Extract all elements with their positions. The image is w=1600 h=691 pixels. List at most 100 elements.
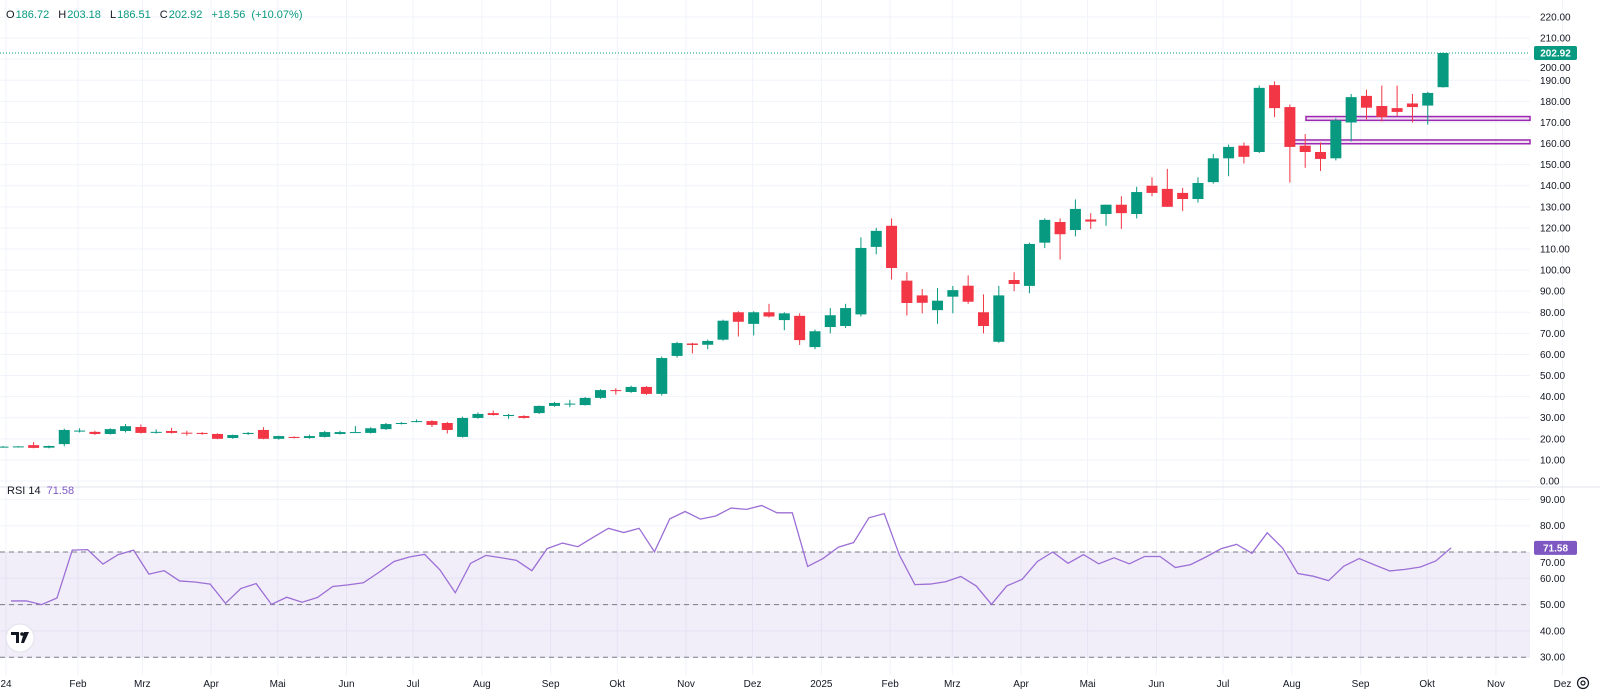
candle-body <box>1253 87 1265 152</box>
close-label: C <box>159 9 168 21</box>
candle-body <box>1115 204 1127 214</box>
candle-body <box>1315 151 1327 159</box>
candle-down <box>962 275 974 304</box>
candle-body <box>1406 103 1418 108</box>
time-tick-label: Mrz <box>944 679 961 690</box>
last-price-tag-text: 202.92 <box>1540 49 1571 60</box>
rsi-pane <box>10 504 1452 606</box>
price-zone-rectangle[interactable] <box>1291 139 1531 145</box>
candle-down <box>686 342 698 354</box>
candle-body <box>518 416 530 418</box>
candle-up <box>150 429 162 434</box>
settings-icon[interactable] <box>1576 676 1590 690</box>
axes[interactable]: 0.00 10.00 20.00 30.00 40.00 50.00 60.00 70.00 8… <box>0 13 1577 691</box>
candle-down <box>1284 104 1296 183</box>
candle-up <box>58 428 70 447</box>
candle-up <box>1023 242 1035 294</box>
candle-body <box>472 413 484 418</box>
candle-body <box>1207 158 1219 183</box>
price-tick-label: 210.00 <box>1540 34 1571 45</box>
candle-body <box>196 432 208 434</box>
time-tick-label: Jul <box>1217 679 1230 690</box>
price-tick-label: 180.00 <box>1540 97 1571 108</box>
candle-down <box>1360 89 1372 120</box>
candle-up <box>533 405 545 414</box>
candle-body <box>625 386 637 392</box>
time-tick-label: Aug <box>473 679 491 690</box>
candle-down <box>1406 93 1418 123</box>
candle-body <box>1376 106 1388 117</box>
rsi-legend[interactable]: RSI 14 71.58 <box>7 485 74 497</box>
candle-up <box>349 426 361 434</box>
candle-down <box>1085 213 1097 229</box>
candle-body <box>1422 92 1434 106</box>
candle-body <box>1131 192 1143 214</box>
candle-body <box>533 405 545 414</box>
candle-up <box>809 329 821 350</box>
zones[interactable] <box>1291 115 1531 145</box>
candle-down <box>977 294 989 334</box>
candle-down <box>196 432 208 435</box>
candle-body <box>395 423 407 424</box>
tradingview-logo[interactable] <box>5 623 35 653</box>
rsi-tick-label: 80.00 <box>1540 521 1565 532</box>
candle-up <box>549 401 561 407</box>
rsi-tick-label: 60.00 <box>1540 574 1565 585</box>
candle-body <box>993 295 1005 342</box>
candle-body <box>288 436 300 438</box>
candle-up <box>932 288 944 324</box>
candle-body <box>28 445 40 448</box>
rsi-value: 71.58 <box>46 485 75 497</box>
candle-body <box>1069 208 1081 231</box>
candle-body <box>319 432 331 437</box>
change-percent: (+10.07%) <box>251 9 303 21</box>
candle-body <box>487 413 499 415</box>
candle-down <box>901 272 913 316</box>
open-value: 186.72 <box>15 9 50 21</box>
candle-up <box>1422 91 1434 125</box>
low-label: L <box>109 9 117 21</box>
candle-down <box>28 441 40 449</box>
candle-body <box>303 436 315 438</box>
candle-body <box>1192 182 1204 200</box>
candle-body <box>809 331 821 348</box>
candle-body <box>717 320 729 340</box>
price-tick-label: 10.00 <box>1540 455 1565 466</box>
time-tick-label: Aug <box>1283 679 1301 690</box>
candle-body <box>74 430 86 432</box>
candle-up <box>824 308 836 334</box>
candle-body <box>870 230 882 247</box>
rsi-tick-label: 50.00 <box>1540 600 1565 611</box>
candle-up <box>472 412 484 419</box>
low-value: 186.51 <box>117 9 151 21</box>
candle-body <box>1054 222 1066 235</box>
candle-up <box>671 341 683 358</box>
rsi-tick-label: 30.00 <box>1540 653 1565 664</box>
candle-body <box>549 402 561 406</box>
price-tick-label: 100.00 <box>1540 266 1571 277</box>
candle-up <box>1253 85 1265 154</box>
candle-up <box>702 339 714 350</box>
candle-body <box>43 445 55 448</box>
price-zone-rectangle[interactable] <box>1305 115 1531 122</box>
candle-body <box>610 390 622 392</box>
candle-up <box>0 445 9 448</box>
close-value: 202.92 <box>168 9 203 21</box>
time-tick-label: Jul <box>407 679 420 690</box>
ohlc-legend: O186.72 H203.18 L186.51 C202.92 +18.56 (+… <box>6 9 308 21</box>
candle-body <box>1177 192 1189 200</box>
candle-up <box>1223 144 1235 177</box>
time-tick-label: Apr <box>1013 679 1029 690</box>
candle-body <box>1161 188 1173 207</box>
candle-body <box>1100 204 1112 214</box>
candle-down <box>1054 218 1066 260</box>
candle-body <box>1360 95 1372 108</box>
candle-body <box>640 386 652 394</box>
candle-body <box>763 312 775 317</box>
candle-up <box>778 312 790 331</box>
rsi-tick-label: 70.00 <box>1540 558 1565 569</box>
price-tick-label: 170.00 <box>1540 118 1571 129</box>
rsi-name: RSI 14 <box>7 485 41 497</box>
price-tick-label: 50.00 <box>1540 371 1565 382</box>
